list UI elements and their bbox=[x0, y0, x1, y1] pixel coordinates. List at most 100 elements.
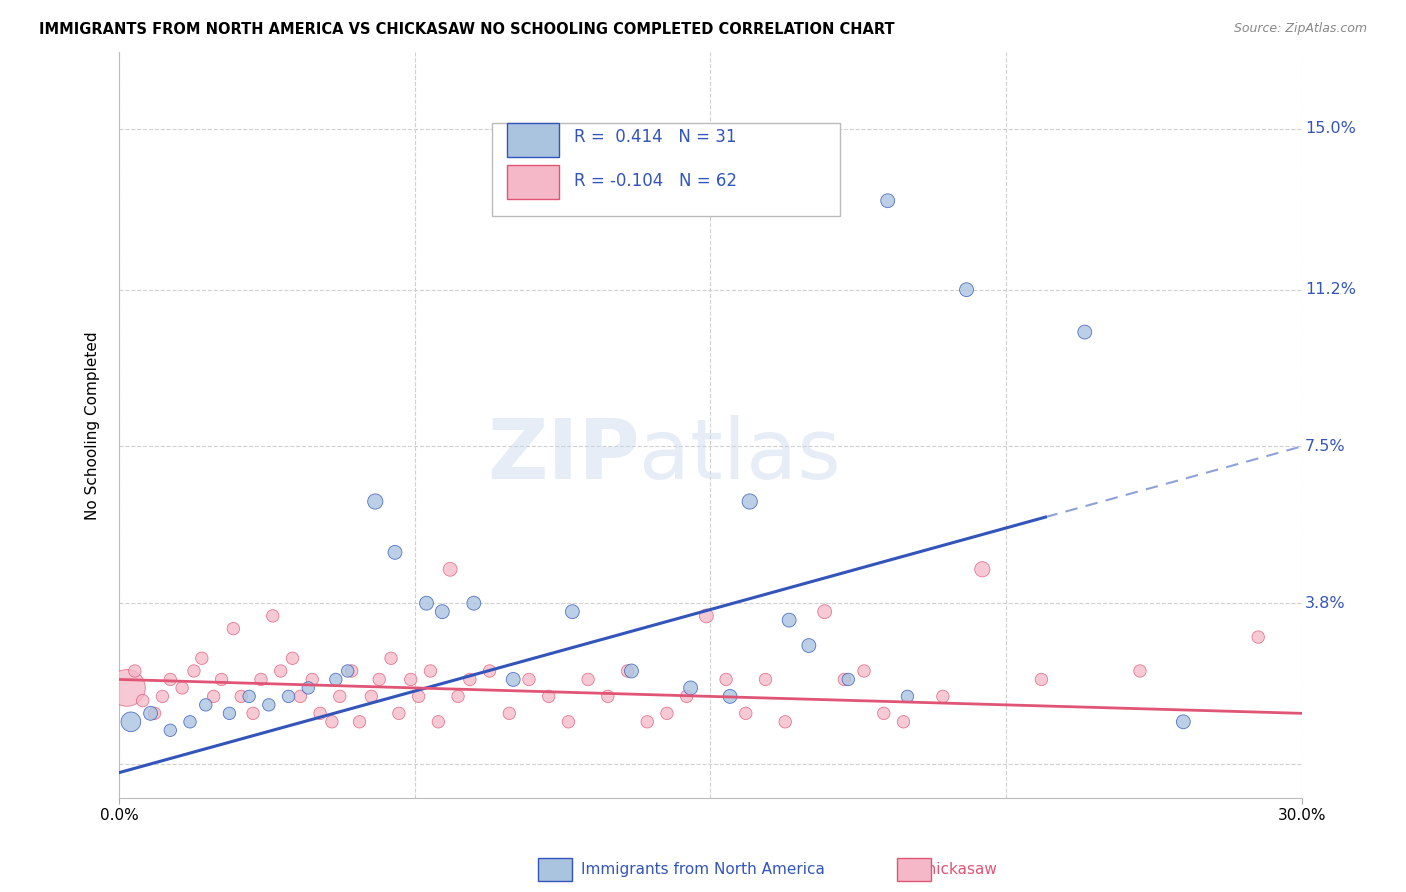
Point bbox=[364, 494, 387, 508]
Point bbox=[325, 673, 347, 687]
Point bbox=[896, 690, 918, 704]
Point bbox=[1173, 714, 1195, 729]
Point bbox=[124, 664, 146, 678]
FancyBboxPatch shape bbox=[508, 122, 560, 157]
Point bbox=[561, 605, 583, 619]
Point bbox=[384, 545, 406, 559]
Point bbox=[695, 608, 717, 623]
Point bbox=[718, 690, 741, 704]
Point bbox=[301, 673, 323, 687]
Point bbox=[179, 714, 201, 729]
Point bbox=[143, 706, 166, 721]
Text: 15.0%: 15.0% bbox=[1305, 121, 1355, 136]
Point bbox=[388, 706, 411, 721]
Point bbox=[172, 681, 194, 695]
Point bbox=[502, 673, 524, 687]
Point bbox=[447, 690, 470, 704]
Point bbox=[596, 690, 619, 704]
Text: ZIP: ZIP bbox=[486, 415, 640, 496]
Text: IMMIGRANTS FROM NORTH AMERICA VS CHICKASAW NO SCHOOLING COMPLETED CORRELATION CH: IMMIGRANTS FROM NORTH AMERICA VS CHICKAS… bbox=[39, 22, 896, 37]
Point bbox=[415, 596, 437, 610]
Point bbox=[797, 639, 820, 653]
FancyBboxPatch shape bbox=[508, 165, 560, 199]
Point bbox=[734, 706, 756, 721]
Point bbox=[679, 681, 702, 695]
Point bbox=[399, 673, 422, 687]
Point bbox=[222, 622, 245, 636]
Point bbox=[853, 664, 876, 678]
Point bbox=[250, 673, 273, 687]
Point bbox=[478, 664, 501, 678]
Text: 11.2%: 11.2% bbox=[1305, 282, 1357, 297]
Point bbox=[537, 690, 560, 704]
Point bbox=[1074, 325, 1097, 339]
Point bbox=[458, 673, 481, 687]
Point bbox=[191, 651, 214, 665]
Point bbox=[408, 690, 430, 704]
Point bbox=[754, 673, 776, 687]
Point bbox=[636, 714, 658, 729]
Point bbox=[380, 651, 402, 665]
Point bbox=[309, 706, 332, 721]
Point bbox=[955, 283, 977, 297]
Text: R = -0.104   N = 62: R = -0.104 N = 62 bbox=[574, 172, 737, 191]
Point bbox=[297, 681, 319, 695]
Point bbox=[620, 664, 643, 678]
Point bbox=[738, 494, 761, 508]
Point bbox=[675, 690, 697, 704]
Text: Chickasaw: Chickasaw bbox=[915, 863, 997, 877]
Point bbox=[463, 596, 485, 610]
Point bbox=[834, 673, 856, 687]
Point bbox=[427, 714, 450, 729]
Text: Source: ZipAtlas.com: Source: ZipAtlas.com bbox=[1233, 22, 1367, 36]
Point bbox=[238, 690, 260, 704]
Point bbox=[321, 714, 343, 729]
Point bbox=[290, 690, 312, 704]
Point bbox=[432, 605, 454, 619]
Point bbox=[773, 714, 796, 729]
Point bbox=[262, 608, 284, 623]
Point bbox=[183, 664, 205, 678]
Point bbox=[517, 673, 540, 687]
Point bbox=[231, 690, 253, 704]
Point bbox=[329, 690, 352, 704]
Point bbox=[616, 664, 638, 678]
Point bbox=[159, 723, 181, 738]
Point bbox=[814, 605, 837, 619]
Text: 3.8%: 3.8% bbox=[1305, 596, 1346, 611]
Point bbox=[340, 664, 363, 678]
Point bbox=[120, 714, 142, 729]
Point bbox=[218, 706, 240, 721]
Point bbox=[194, 698, 217, 712]
Point bbox=[972, 562, 994, 576]
Point bbox=[270, 664, 292, 678]
Point bbox=[202, 690, 225, 704]
Point bbox=[1031, 673, 1053, 687]
Point bbox=[152, 690, 174, 704]
Point bbox=[211, 673, 233, 687]
Point bbox=[242, 706, 264, 721]
Y-axis label: No Schooling Completed: No Schooling Completed bbox=[86, 331, 100, 519]
Point bbox=[893, 714, 915, 729]
Point bbox=[360, 690, 382, 704]
Point bbox=[655, 706, 678, 721]
Point bbox=[557, 714, 579, 729]
Point bbox=[336, 664, 359, 678]
Point bbox=[159, 673, 181, 687]
Point bbox=[131, 693, 153, 707]
Point bbox=[837, 673, 859, 687]
Text: Immigrants from North America: Immigrants from North America bbox=[581, 863, 825, 877]
Text: 7.5%: 7.5% bbox=[1305, 439, 1346, 454]
Point bbox=[932, 690, 955, 704]
Point bbox=[349, 714, 371, 729]
Point bbox=[281, 651, 304, 665]
Point bbox=[498, 706, 520, 721]
Point bbox=[1247, 630, 1270, 644]
Text: atlas: atlas bbox=[640, 415, 841, 496]
Point bbox=[873, 706, 896, 721]
Point bbox=[876, 194, 898, 208]
Point bbox=[139, 706, 162, 721]
Point bbox=[778, 613, 800, 627]
Point bbox=[1129, 664, 1152, 678]
Point bbox=[439, 562, 461, 576]
